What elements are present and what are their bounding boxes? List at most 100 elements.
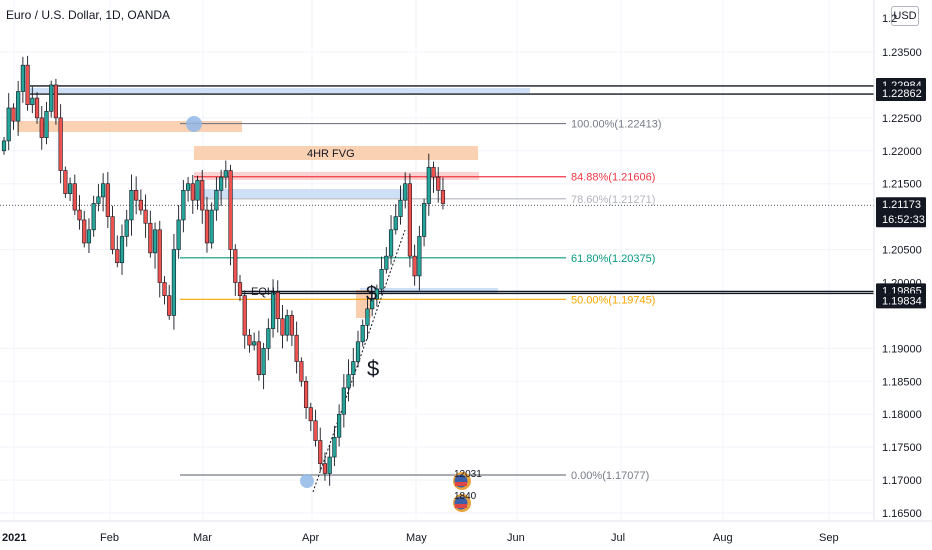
fib-label: 50.00%(1.19745) <box>571 294 655 306</box>
candle-body <box>337 413 342 438</box>
price-label: 1.21173 <box>882 199 921 211</box>
fib-label: 100.00%(1.22413) <box>571 119 662 131</box>
candle-body <box>247 334 252 346</box>
candle-body <box>49 84 54 112</box>
price-tick: 1.20500 <box>882 245 922 257</box>
candle-body <box>148 222 153 254</box>
candle-body <box>162 282 167 296</box>
candle-body <box>388 229 394 257</box>
candle-body <box>11 107 16 122</box>
candle-body <box>237 282 243 296</box>
candle-body <box>171 249 177 316</box>
candle-body <box>270 292 276 329</box>
fib-8488-band <box>194 172 479 180</box>
candle-body <box>261 348 266 376</box>
candle-body <box>91 203 96 231</box>
time-tick: Jul <box>611 532 625 544</box>
time-tick: Aug <box>713 532 733 544</box>
candle-body <box>82 219 87 244</box>
candle-body <box>67 183 73 194</box>
candle-body <box>252 341 257 346</box>
candle-body <box>143 209 148 224</box>
grid <box>0 0 874 521</box>
candle-body <box>384 255 389 270</box>
price-label-bg <box>876 86 926 102</box>
candle-body <box>346 374 351 389</box>
candle-body <box>355 341 361 362</box>
liquidity-dollar-2: $ <box>367 356 379 381</box>
candle-body <box>318 440 323 464</box>
candle-body <box>152 229 158 254</box>
candle-body <box>313 420 318 441</box>
price-tick: 1.18000 <box>882 409 922 421</box>
candle-body <box>110 216 115 250</box>
candle-body <box>77 209 82 221</box>
candle-body <box>115 249 120 264</box>
candle-body <box>209 209 214 244</box>
candle-body <box>34 97 40 119</box>
price-tick: 1.22000 <box>882 146 922 158</box>
candle-body <box>129 190 134 221</box>
candle-body <box>436 176 441 191</box>
time-axis[interactable]: 2021 Feb Mar Apr May Jun Jul Aug Sep <box>0 520 932 544</box>
candle-body <box>167 295 172 316</box>
candle-body <box>341 387 346 415</box>
price-tick: 1.21500 <box>882 179 922 191</box>
candle-body <box>256 341 261 375</box>
price-tick: 1.23500 <box>882 47 922 59</box>
price-label: 1.22862 <box>882 88 922 100</box>
candle-body <box>63 170 68 194</box>
chart-title: Euro / U.S. Dollar, 1D, OANDA <box>6 8 170 22</box>
price-label-bg <box>876 293 926 309</box>
candle-body <box>289 315 295 336</box>
candle-body <box>379 269 384 290</box>
candle-body <box>20 64 25 92</box>
annotations: 4HR FVG EQH $ $12031 1840 <box>186 116 482 512</box>
candle-body <box>294 334 299 362</box>
price-tick: 1.19000 <box>882 343 922 355</box>
candle-body <box>440 190 446 204</box>
currency-selector[interactable]: USD <box>891 6 919 26</box>
candle-body <box>407 183 413 257</box>
candle-body <box>327 456 332 474</box>
candle-body <box>185 183 191 191</box>
supply-zone <box>17 121 242 132</box>
candle-body <box>25 64 30 105</box>
candle-body <box>280 318 285 336</box>
candle-body <box>195 180 200 201</box>
candle-body <box>124 219 129 237</box>
candle-body <box>351 361 356 375</box>
candle-body <box>86 229 92 244</box>
countdown-label: 16:52:33 <box>882 214 925 226</box>
candle-body <box>181 190 186 221</box>
price-tick: 1.17000 <box>882 475 922 487</box>
candle-body <box>58 117 63 171</box>
candle-body <box>322 463 328 474</box>
candle-body <box>176 219 181 250</box>
candle-body <box>39 117 44 138</box>
fvg-label: 4HR FVG <box>307 148 355 160</box>
candle-body <box>308 407 313 422</box>
candles <box>1 55 446 486</box>
fib-label: 61.80%(1.20375) <box>571 253 655 265</box>
price-axis[interactable]: 1.2 1.23500 1.22500 1.22000 1.21500 1.20500 1.… <box>873 0 926 521</box>
candle-body <box>16 91 21 122</box>
candle-body <box>228 170 233 250</box>
candle-body <box>275 292 280 320</box>
candle-body <box>365 308 370 326</box>
zones <box>17 85 874 318</box>
price-tick: 1.16500 <box>882 508 922 520</box>
candle-body <box>421 203 427 237</box>
price-label-bg <box>876 197 926 228</box>
price-tick: 1.18500 <box>882 376 922 388</box>
candle-body <box>393 216 398 231</box>
flag-stripe <box>455 504 467 508</box>
time-tick: Feb <box>100 532 119 544</box>
candle-body <box>417 236 422 277</box>
candle-body <box>332 436 337 458</box>
fib-label: 78.60%(1.21271) <box>571 194 655 206</box>
candle-body <box>299 361 304 382</box>
time-tick: 2021 <box>2 532 26 544</box>
candle-body <box>412 255 417 277</box>
